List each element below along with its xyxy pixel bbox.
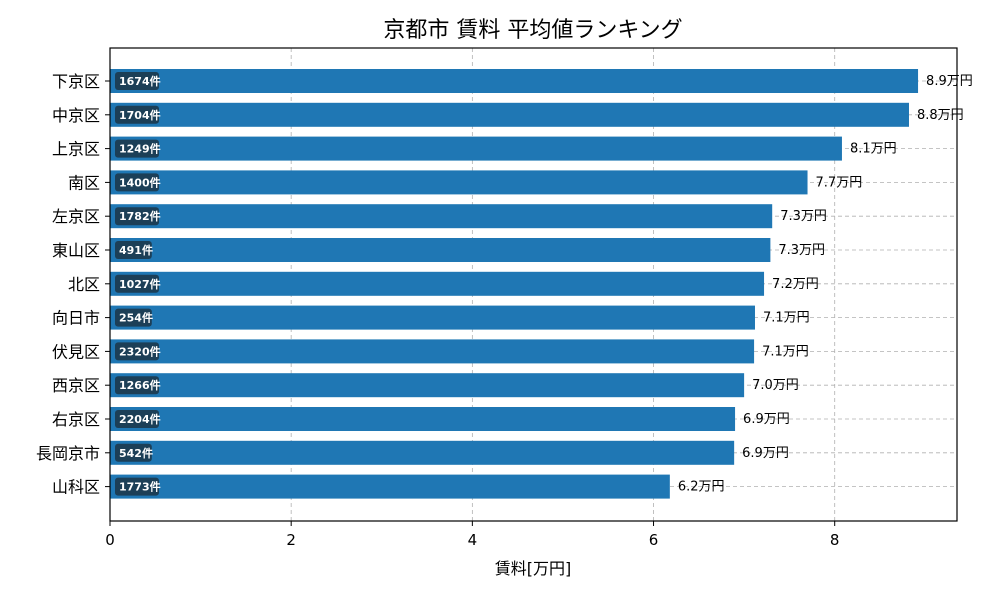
category-label: 向日市 <box>52 309 100 328</box>
value-label: 6.9万円 <box>743 412 790 427</box>
bar <box>110 136 842 161</box>
bar <box>110 170 808 195</box>
count-box <box>115 274 159 293</box>
value-label: 7.3万円 <box>778 243 825 258</box>
value-label: 7.7万円 <box>816 175 863 190</box>
x-tick-label: 4 <box>468 531 478 549</box>
bar <box>110 440 735 465</box>
bar <box>110 305 755 330</box>
count-box <box>115 376 159 395</box>
count-box <box>115 72 159 90</box>
bar <box>110 271 765 296</box>
count-label: 1249件 <box>119 142 161 156</box>
x-tick-label: 8 <box>830 531 840 549</box>
category-label: 山科区 <box>52 478 100 497</box>
count-box <box>115 308 152 327</box>
count-label: 491件 <box>119 243 153 257</box>
category-label: 南区 <box>68 173 100 192</box>
count-label: 2320件 <box>119 344 161 358</box>
count-box <box>115 342 159 361</box>
count-box <box>115 443 152 462</box>
category-label: 長岡京市 <box>36 444 100 463</box>
count-label: 1704件 <box>119 108 161 122</box>
bars <box>110 69 919 499</box>
bar <box>110 102 909 127</box>
bar <box>110 407 736 431</box>
x-tick-label: 6 <box>649 531 659 549</box>
category-label: 上京区 <box>52 140 100 159</box>
count-label: 1400件 <box>119 175 161 189</box>
count-label: 2204件 <box>119 412 161 426</box>
count-label: 1674件 <box>119 74 161 88</box>
x-axis-label: 賃料[万円] <box>495 559 572 578</box>
value-label: 6.9万円 <box>742 446 789 461</box>
chart-title: 京都市 賃料 平均値ランキング <box>383 18 682 43</box>
value-label: 8.1万円 <box>850 142 897 157</box>
count-label: 1027件 <box>119 277 161 291</box>
value-label: 7.0万円 <box>752 378 799 393</box>
value-label: 8.8万円 <box>917 108 964 123</box>
value-label: 6.2万円 <box>678 480 725 495</box>
count-box <box>115 241 152 259</box>
count-label: 1773件 <box>119 480 161 494</box>
x-tick-label: 0 <box>105 531 115 549</box>
bar <box>110 474 670 499</box>
count-label: 1266件 <box>119 378 161 392</box>
count-box <box>115 477 159 496</box>
category-label: 伏見区 <box>52 342 100 361</box>
category-label: 下京区 <box>52 72 100 91</box>
category-label: 右京区 <box>52 410 100 429</box>
x-tick-label: 2 <box>286 531 296 549</box>
count-label: 254件 <box>119 311 153 325</box>
count-box <box>115 173 159 192</box>
count-box <box>115 139 159 158</box>
bar <box>110 339 755 364</box>
count-label: 1782件 <box>119 209 161 223</box>
category-label: 東山区 <box>52 241 100 260</box>
category-label: 北区 <box>68 275 100 294</box>
plot-frame <box>109 47 958 522</box>
value-label: 7.2万円 <box>772 277 819 292</box>
category-label: 左京区 <box>52 207 100 226</box>
bar <box>110 373 745 398</box>
value-label: 8.9万円 <box>926 74 973 89</box>
value-label: 7.1万円 <box>762 344 809 359</box>
count-box <box>115 207 159 226</box>
count-box <box>115 410 159 428</box>
value-label: 7.1万円 <box>763 311 810 326</box>
category-label: 中京区 <box>52 106 100 125</box>
bar <box>110 204 773 229</box>
count-label: 542件 <box>119 446 153 460</box>
bar <box>110 69 919 93</box>
value-label: 7.3万円 <box>780 209 827 224</box>
count-box <box>115 105 159 124</box>
bar <box>110 238 771 262</box>
category-label: 西京区 <box>52 376 100 395</box>
